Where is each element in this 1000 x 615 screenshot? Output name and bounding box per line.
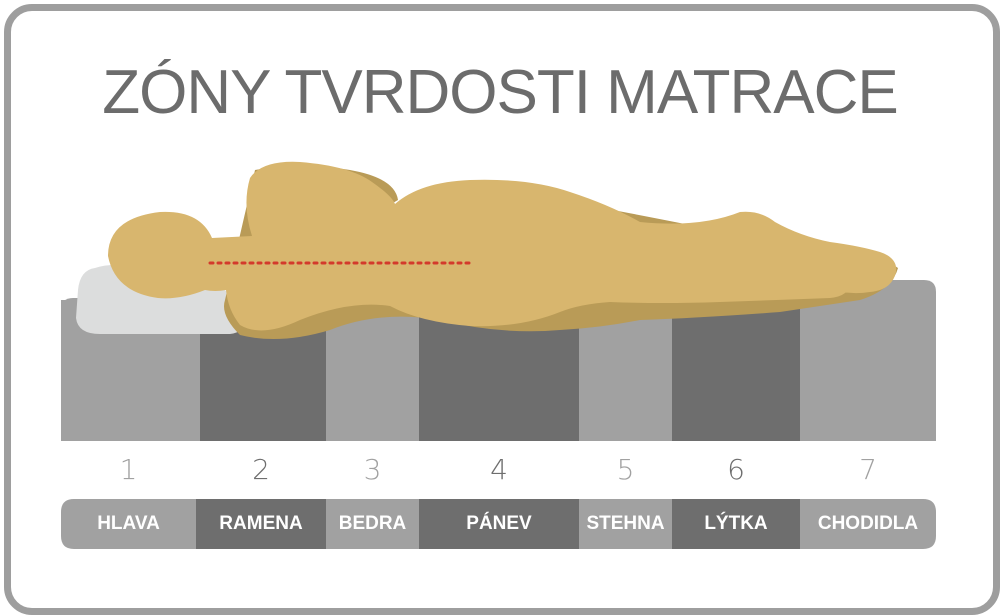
zone-number-2: 2: [252, 453, 270, 486]
label-bar-6: [672, 499, 800, 549]
zone-number-3: 3: [363, 453, 382, 486]
zone-label-bedra: BEDRA: [338, 513, 407, 534]
zone-number-4: 4: [490, 453, 508, 486]
zone-label-panev: PÁNEV: [466, 513, 532, 534]
label-bar-7: [800, 499, 936, 549]
label-bar-3: [326, 499, 419, 549]
page-title: ZÓNY TVRDOSTI MATRACE: [102, 58, 898, 127]
zone-number-6: 6: [727, 453, 745, 486]
zone-label-lytka: LÝTKA: [704, 513, 768, 534]
zone-label-stehna: STEHNA: [586, 513, 665, 534]
zone-label-hlava: HLAVA: [97, 513, 160, 534]
label-bar-5: [579, 499, 672, 549]
zone-number-1: 1: [119, 453, 138, 486]
zone-label-chodidla: CHODIDLA: [817, 513, 919, 534]
label-bar-4: [419, 499, 579, 549]
mattress-zone-7: [800, 280, 936, 441]
body-silhouette: [108, 161, 897, 331]
zone-number-7: 7: [859, 453, 877, 486]
label-bar-1: [61, 499, 196, 549]
mattress-zone-6: [672, 300, 800, 441]
zone-label-ramena: RAMENA: [219, 513, 303, 534]
zone-number-5: 5: [616, 453, 635, 486]
label-bar-2: [196, 499, 326, 549]
